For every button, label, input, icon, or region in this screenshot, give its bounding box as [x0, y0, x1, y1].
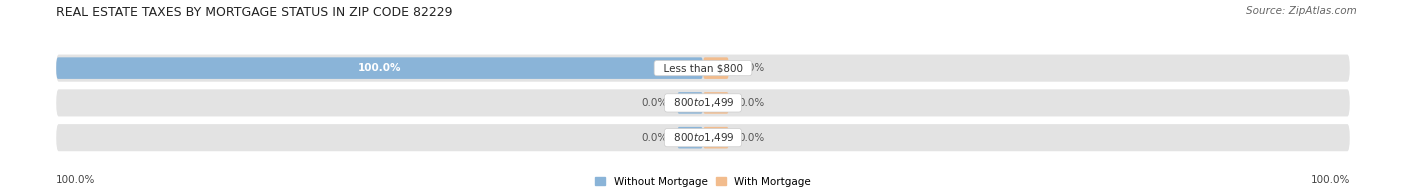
FancyBboxPatch shape [703, 92, 728, 114]
Text: REAL ESTATE TAXES BY MORTGAGE STATUS IN ZIP CODE 82229: REAL ESTATE TAXES BY MORTGAGE STATUS IN … [56, 6, 453, 19]
Text: 0.0%: 0.0% [738, 133, 765, 143]
Text: 0.0%: 0.0% [641, 133, 668, 143]
Legend: Without Mortgage, With Mortgage: Without Mortgage, With Mortgage [595, 177, 811, 187]
Text: Less than $800: Less than $800 [657, 63, 749, 73]
Text: 100.0%: 100.0% [1310, 175, 1350, 185]
FancyBboxPatch shape [56, 89, 1350, 116]
Text: $800 to $1,499: $800 to $1,499 [666, 96, 740, 109]
FancyBboxPatch shape [56, 124, 1350, 151]
Text: $800 to $1,499: $800 to $1,499 [666, 131, 740, 144]
Text: 0.0%: 0.0% [738, 63, 765, 73]
Text: 100.0%: 100.0% [56, 175, 96, 185]
FancyBboxPatch shape [678, 92, 703, 114]
Text: 0.0%: 0.0% [641, 98, 668, 108]
FancyBboxPatch shape [703, 127, 728, 148]
Text: 0.0%: 0.0% [738, 98, 765, 108]
FancyBboxPatch shape [56, 57, 703, 79]
FancyBboxPatch shape [703, 57, 728, 79]
Text: Source: ZipAtlas.com: Source: ZipAtlas.com [1246, 6, 1357, 16]
FancyBboxPatch shape [56, 54, 1350, 82]
Text: 100.0%: 100.0% [359, 63, 401, 73]
FancyBboxPatch shape [678, 127, 703, 148]
